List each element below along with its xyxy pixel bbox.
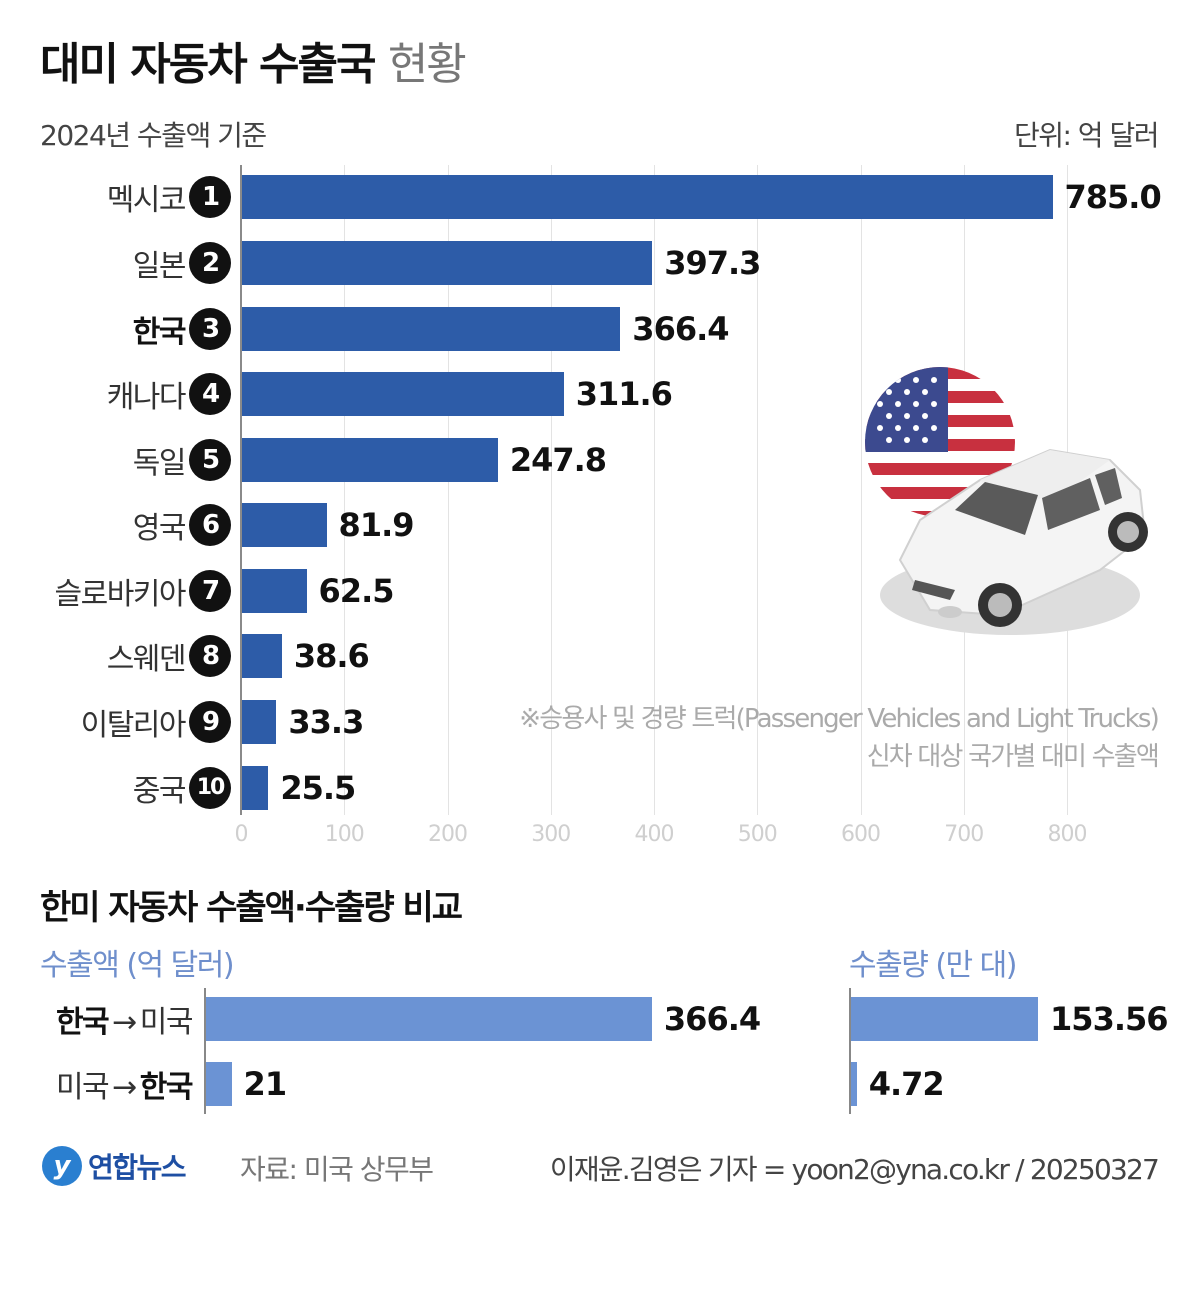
to-country: 미국 bbox=[139, 1005, 194, 1040]
x-axis-tick: 800 bbox=[1047, 822, 1088, 847]
country-label: 중국 bbox=[132, 774, 187, 809]
arrow-right-icon: → bbox=[112, 1005, 137, 1040]
footnote-line-2: 신차 대상 국가별 대미 수출액 bbox=[866, 742, 1160, 772]
country-label: 일본 bbox=[132, 249, 187, 284]
from-country: 미국 bbox=[55, 1070, 110, 1105]
country-label: 스웨덴 bbox=[106, 642, 187, 677]
rank-badge: 3 bbox=[189, 308, 231, 350]
data-bar bbox=[242, 766, 269, 810]
car-flag-icon bbox=[865, 367, 1148, 635]
value-label: 38.6 bbox=[293, 637, 370, 675]
rank-badge: 9 bbox=[189, 701, 231, 743]
x-axis-tick: 200 bbox=[428, 822, 468, 847]
gridline bbox=[447, 165, 449, 815]
x-axis-tick: 600 bbox=[841, 822, 881, 847]
x-axis-tick: 500 bbox=[737, 822, 778, 847]
source-label: 자료: 미국 상무부 bbox=[240, 1153, 434, 1186]
yonhap-logo-icon: y bbox=[42, 1146, 82, 1186]
chart-title-bold: 대미 자동차 수출국 bbox=[40, 39, 376, 90]
volume-value: 153.56 bbox=[1050, 1000, 1168, 1038]
x-axis-tick: 300 bbox=[531, 822, 571, 847]
data-bar bbox=[242, 438, 498, 482]
arrow-right-icon: → bbox=[112, 1070, 137, 1105]
rank-badge: 7 bbox=[189, 570, 231, 612]
amount-bar bbox=[206, 997, 652, 1041]
data-bar bbox=[242, 372, 564, 416]
volume-subtitle: 수출량 (만 대) bbox=[849, 948, 1017, 983]
footnote-line-1: ※승용사 및 경량 트럭(Passenger Vehicles and Ligh… bbox=[519, 704, 1160, 734]
yonhap-logo: y 연합뉴스 bbox=[42, 1146, 187, 1186]
x-axis-tick: 0 bbox=[234, 822, 249, 847]
volume-bar bbox=[851, 997, 1039, 1041]
from-country: 한국 bbox=[55, 1005, 110, 1040]
country-label: 한국 bbox=[132, 315, 187, 350]
reporter-credit: 이재윤.김영은 기자 = yoon2@yna.co.kr / 20250327 bbox=[549, 1153, 1160, 1186]
data-bar bbox=[242, 503, 327, 547]
comparison-title: 한미 자동차 수출액·수출량 비교 bbox=[40, 888, 463, 928]
direction-label: 미국 → 한국 bbox=[55, 1062, 194, 1106]
comparison-axis-line bbox=[849, 988, 851, 1114]
data-bar bbox=[242, 307, 621, 351]
yonhap-logo-text: 연합뉴스 bbox=[88, 1151, 187, 1184]
data-bar bbox=[242, 569, 307, 613]
rank-badge: 2 bbox=[189, 242, 231, 284]
to-country: 한국 bbox=[139, 1070, 194, 1105]
rank-badge: 4 bbox=[189, 373, 231, 415]
data-bar bbox=[242, 175, 1053, 219]
chart-title-light: 현황 bbox=[387, 39, 467, 90]
rank-badge: 1 bbox=[189, 176, 231, 218]
chart-title: 대미 자동차 수출국 현황 bbox=[40, 28, 467, 92]
gridline bbox=[860, 165, 862, 815]
value-label: 62.5 bbox=[318, 572, 395, 610]
x-axis-tick: 400 bbox=[634, 822, 675, 847]
data-bar bbox=[242, 700, 277, 744]
volume-bar bbox=[851, 1062, 857, 1106]
gridline bbox=[757, 165, 759, 815]
value-label: 81.9 bbox=[338, 506, 415, 544]
data-bar bbox=[242, 241, 653, 285]
country-label: 캐나다 bbox=[106, 380, 187, 415]
direction-label: 한국 → 미국 bbox=[55, 997, 194, 1041]
chart-footnote: ※승용사 및 경량 트럭(Passenger Vehicles and Ligh… bbox=[519, 700, 1160, 776]
car-icon bbox=[880, 448, 1148, 635]
gridline bbox=[654, 165, 655, 815]
amount-subtitle: 수출액 (억 달러) bbox=[40, 948, 235, 983]
country-label: 이탈리아 bbox=[80, 708, 187, 743]
value-label: 25.5 bbox=[280, 769, 356, 807]
data-bar bbox=[242, 634, 282, 678]
country-label: 슬로바키아 bbox=[54, 577, 187, 612]
country-label: 멕시코 bbox=[106, 183, 187, 218]
rank-badge: 8 bbox=[189, 635, 231, 677]
value-label: 247.8 bbox=[509, 441, 607, 479]
value-label: 366.4 bbox=[632, 310, 729, 348]
value-label: 397.3 bbox=[664, 244, 761, 282]
unit-label: 단위: 억 달러 bbox=[1013, 119, 1160, 152]
country-label: 독일 bbox=[132, 446, 187, 481]
us-flag-car-illustration bbox=[860, 360, 1160, 650]
x-axis-tick: 700 bbox=[944, 822, 984, 847]
chart-subtitle: 2024년 수출액 기준 bbox=[40, 119, 267, 152]
value-label: 33.3 bbox=[288, 703, 364, 741]
comparison-axis-line bbox=[204, 988, 206, 1114]
y-axis-line bbox=[240, 165, 242, 815]
amount-value: 366.4 bbox=[663, 1000, 761, 1038]
amount-bar bbox=[206, 1062, 232, 1106]
value-label: 311.6 bbox=[575, 375, 673, 413]
amount-value: 21 bbox=[243, 1065, 288, 1103]
rank-badge: 6 bbox=[189, 504, 231, 546]
country-label: 영국 bbox=[132, 511, 187, 546]
gridline bbox=[550, 165, 552, 815]
gridline bbox=[344, 165, 346, 815]
rank-badge: 10 bbox=[189, 767, 231, 809]
rank-badge: 5 bbox=[189, 439, 231, 481]
x-axis-tick: 100 bbox=[324, 822, 365, 847]
value-label: 785.0 bbox=[1064, 178, 1162, 216]
volume-value: 4.72 bbox=[868, 1065, 945, 1103]
